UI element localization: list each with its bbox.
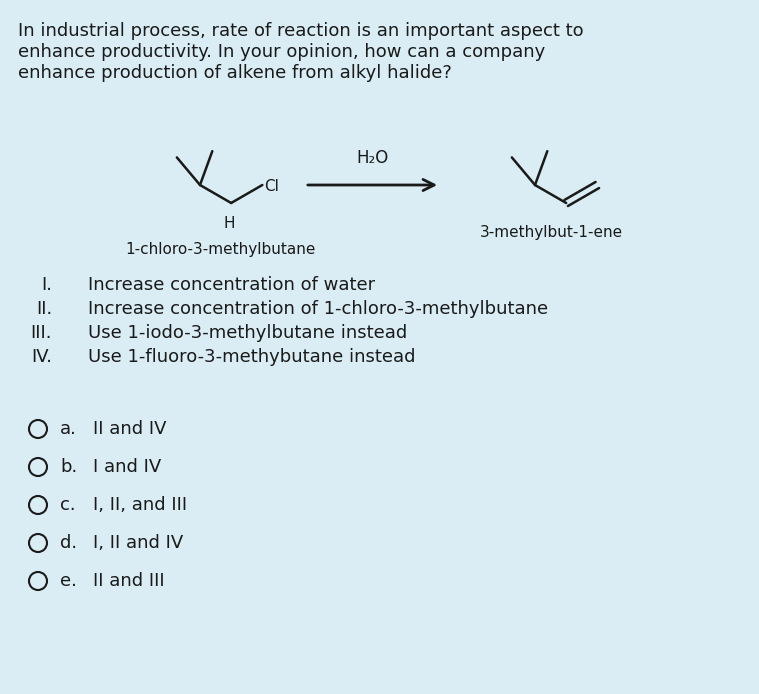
Text: I, II, and III: I, II, and III — [93, 496, 187, 514]
Text: I and IV: I and IV — [93, 458, 161, 476]
Text: enhance production of alkene from alkyl halide?: enhance production of alkene from alkyl … — [18, 64, 452, 82]
Text: I, II and IV: I, II and IV — [93, 534, 183, 552]
Text: 3-methylbut-1-ene: 3-methylbut-1-ene — [480, 225, 623, 240]
Text: II.: II. — [36, 300, 52, 318]
Text: Use 1-iodo-3-methylbutane instead: Use 1-iodo-3-methylbutane instead — [88, 324, 408, 342]
Text: Use 1-fluoro-3-methybutane instead: Use 1-fluoro-3-methybutane instead — [88, 348, 415, 366]
Text: d.: d. — [60, 534, 77, 552]
Text: Increase concentration of 1-chloro-3-methylbutane: Increase concentration of 1-chloro-3-met… — [88, 300, 548, 318]
Text: b.: b. — [60, 458, 77, 476]
Text: IV.: IV. — [31, 348, 52, 366]
Text: In industrial process, rate of reaction is an important aspect to: In industrial process, rate of reaction … — [18, 22, 584, 40]
Text: c.: c. — [60, 496, 76, 514]
Text: 1-chloro-3-methylbutane: 1-chloro-3-methylbutane — [125, 242, 316, 257]
Text: Cl: Cl — [264, 178, 279, 194]
Text: H: H — [223, 216, 235, 231]
Text: enhance productivity. In your opinion, how can a company: enhance productivity. In your opinion, h… — [18, 43, 545, 61]
Text: III.: III. — [30, 324, 52, 342]
Text: I.: I. — [41, 276, 52, 294]
Text: II and III: II and III — [93, 572, 165, 590]
Text: H₂O: H₂O — [357, 149, 389, 167]
Text: a.: a. — [60, 420, 77, 438]
Text: e.: e. — [60, 572, 77, 590]
Text: II and IV: II and IV — [93, 420, 166, 438]
Text: Increase concentration of water: Increase concentration of water — [88, 276, 375, 294]
